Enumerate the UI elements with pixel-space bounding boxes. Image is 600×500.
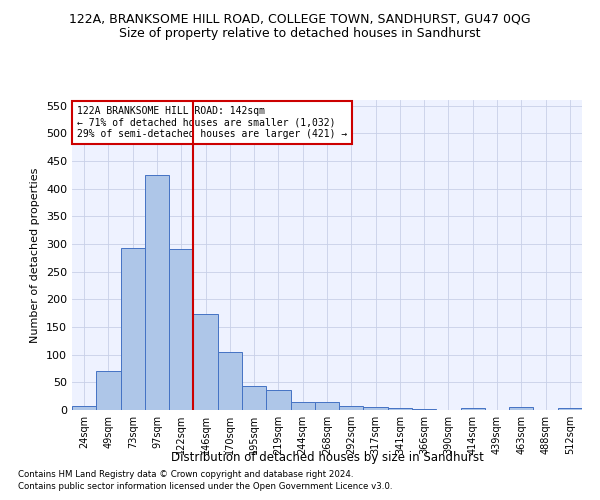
Bar xyxy=(315,402,339,410)
Bar xyxy=(169,250,193,410)
Bar xyxy=(461,408,485,410)
Text: 122A, BRANKSOME HILL ROAD, COLLEGE TOWN, SANDHURST, GU47 0QG: 122A, BRANKSOME HILL ROAD, COLLEGE TOWN,… xyxy=(69,12,531,26)
Bar xyxy=(121,248,145,410)
Bar xyxy=(193,314,218,410)
Text: Distribution of detached houses by size in Sandhurst: Distribution of detached houses by size … xyxy=(170,451,484,464)
Text: Contains HM Land Registry data © Crown copyright and database right 2024.: Contains HM Land Registry data © Crown c… xyxy=(18,470,353,479)
Y-axis label: Number of detached properties: Number of detached properties xyxy=(31,168,40,342)
Bar xyxy=(218,352,242,410)
Bar xyxy=(72,406,96,410)
Bar xyxy=(266,390,290,410)
Text: Contains public sector information licensed under the Open Government Licence v3: Contains public sector information licen… xyxy=(18,482,392,491)
Bar xyxy=(558,408,582,410)
Bar xyxy=(290,402,315,410)
Text: Size of property relative to detached houses in Sandhurst: Size of property relative to detached ho… xyxy=(119,28,481,40)
Bar xyxy=(339,406,364,410)
Bar xyxy=(96,371,121,410)
Bar xyxy=(364,407,388,410)
Bar xyxy=(509,407,533,410)
Text: 122A BRANKSOME HILL ROAD: 142sqm
← 71% of detached houses are smaller (1,032)
29: 122A BRANKSOME HILL ROAD: 142sqm ← 71% o… xyxy=(77,106,347,140)
Bar xyxy=(388,408,412,410)
Bar xyxy=(242,386,266,410)
Bar xyxy=(145,174,169,410)
